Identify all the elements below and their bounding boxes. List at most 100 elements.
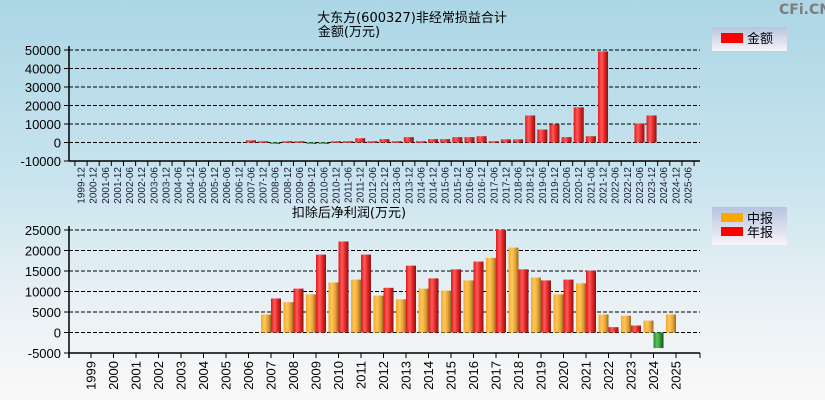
x-tick-label: 2023 — [624, 361, 639, 390]
x-tick-label: 2006-06 — [222, 167, 233, 204]
bar-2012-年报 — [383, 287, 394, 333]
x-tick-label: 2000-12 — [89, 167, 100, 204]
bar-2012-12 — [379, 139, 390, 143]
y-tick-label: 10000 — [25, 117, 61, 132]
chart-bottom: 扣除后净利润(万元) 25000 20000 15000 10000 5000 0 -500… — [25, 206, 787, 390]
bar-2021-06 — [585, 136, 596, 143]
bar-2022-年报 — [608, 327, 619, 333]
bar-2011-年报 — [361, 254, 371, 333]
bar-2018-年报 — [518, 269, 529, 333]
x-tick-label: 2004 — [196, 361, 211, 390]
x-tick-label: 2008-06 — [271, 167, 282, 204]
legend-label-interim: 中报 — [747, 212, 773, 227]
legend-label-amount: 金额 — [747, 31, 773, 47]
legend-label-annual: 年报 — [747, 226, 773, 241]
bar-2009-年报 — [316, 254, 326, 333]
x-tick-label: 2025 — [669, 361, 684, 390]
bar-2007-06 — [245, 140, 256, 143]
bar-2018-12 — [525, 115, 536, 143]
bar-2023-12 — [646, 115, 657, 143]
bar-2015-12 — [452, 137, 463, 143]
x-tick-label: 2006-12 — [234, 167, 245, 204]
bar-2017-中报 — [486, 257, 496, 333]
bar-2023-06 — [634, 123, 645, 143]
x-tick-label: 2022-06 — [611, 167, 622, 204]
bar-2019-中报 — [531, 277, 541, 333]
bar-2008-年报 — [293, 288, 304, 333]
x-tick-label: 2013-06 — [392, 167, 403, 204]
bar-2020-年报 — [563, 279, 574, 333]
bar-2013-年报 — [406, 265, 416, 333]
y-tick-label: 40000 — [25, 62, 61, 77]
bar-2020-06 — [561, 137, 572, 143]
bar-2021-12 — [598, 51, 609, 143]
x-tick-label: 2018 — [511, 361, 526, 390]
legend-swatch-amount — [721, 33, 743, 43]
bar-2017-06 — [488, 141, 499, 143]
bar-2019-年报 — [541, 280, 551, 333]
x-tick-label: 2015-12 — [453, 167, 464, 204]
x-tick-label: 2009 — [309, 361, 324, 390]
x-tick-label: 2016-06 — [465, 167, 476, 204]
x-tick-label: 2002-12 — [137, 167, 148, 204]
x-tick-label: 2005-06 — [198, 167, 209, 204]
bar-2019-06 — [537, 129, 548, 143]
y-tick-label: -10000 — [21, 154, 61, 169]
bar-2022-中报 — [598, 314, 609, 333]
chart-title: 大东方(600327)非经常损益合计 — [317, 10, 507, 26]
bar-2015-中报 — [441, 290, 451, 333]
bar-2017-年报 — [496, 230, 506, 333]
y-tick-label: -5000 — [28, 346, 61, 361]
x-tick-label: 2023-12 — [647, 167, 658, 204]
x-tick-label: 2007-06 — [246, 167, 257, 204]
y-tick-label: 20000 — [25, 244, 61, 259]
bar-2021-年报 — [586, 270, 596, 333]
bar-2019-12 — [549, 124, 560, 143]
x-tick-label: 2016 — [466, 361, 481, 390]
x-tick-label: 2007 — [264, 361, 279, 390]
y-tick-label: 30000 — [25, 80, 61, 95]
x-tick-label: 1999-12 — [77, 167, 88, 204]
x-tick-label: 2009-12 — [307, 167, 318, 204]
bar-2024-中报 — [643, 320, 654, 333]
bar-2023-中报 — [621, 315, 631, 333]
bar-2014-12 — [428, 139, 439, 143]
x-tick-label: 2011 — [354, 361, 369, 389]
bar-2008-中报 — [283, 302, 294, 333]
x-tick-label: 2020 — [556, 361, 571, 390]
y-tick-label: 20000 — [25, 99, 61, 114]
bars — [261, 230, 676, 349]
x-tick-label: 2001-06 — [101, 167, 112, 204]
x-tick-label: 2011-12 — [356, 167, 367, 203]
x-tick-label: 2023-06 — [635, 167, 646, 204]
x-axis-ticks: 1999 2000 2001 2002 2003 2004 2005 2006 2007 2008… — [84, 353, 701, 390]
bar-2014-年报 — [428, 278, 439, 333]
bar-2011-06 — [343, 141, 354, 143]
legend-swatch-interim — [721, 213, 743, 222]
bar-2018-中报 — [508, 247, 519, 333]
x-tick-label: 2025-06 — [684, 167, 695, 204]
x-tick-label: 2012 — [376, 361, 391, 390]
x-tick-label: 2021 — [579, 361, 594, 390]
y-tick-label: 0 — [54, 136, 61, 151]
bar-2025-中报 — [666, 314, 676, 333]
y-axis-ticks: 25000 20000 15000 10000 5000 0 -5000 — [25, 223, 69, 361]
bar-2020-中报 — [553, 294, 564, 333]
x-tick-label: 2010-12 — [331, 167, 342, 204]
x-tick-label: 2020-12 — [574, 167, 585, 204]
x-tick-label: 2005 — [219, 361, 234, 390]
bar-2009-06 — [294, 141, 305, 143]
bar-2015-年报 — [451, 269, 461, 333]
x-tick-label: 2012-06 — [368, 167, 379, 204]
x-tick-label: 2013-12 — [404, 167, 415, 204]
x-tick-label: 2010 — [331, 361, 346, 390]
x-tick-label: 2022-12 — [623, 167, 634, 204]
chart-top: 大东方(600327)非经常损益合计 金额(万元) 50000 40000 3000… — [21, 10, 787, 204]
x-tick-label: 2014-12 — [429, 167, 440, 204]
x-tick-label: 2003-06 — [149, 167, 160, 204]
bar-2018-06 — [513, 139, 524, 143]
x-tick-label: 2004-12 — [186, 167, 197, 204]
bar-2013-中报 — [396, 299, 406, 333]
legend: 金额 — [712, 27, 787, 51]
watermark: CFi.CN — [779, 2, 825, 18]
